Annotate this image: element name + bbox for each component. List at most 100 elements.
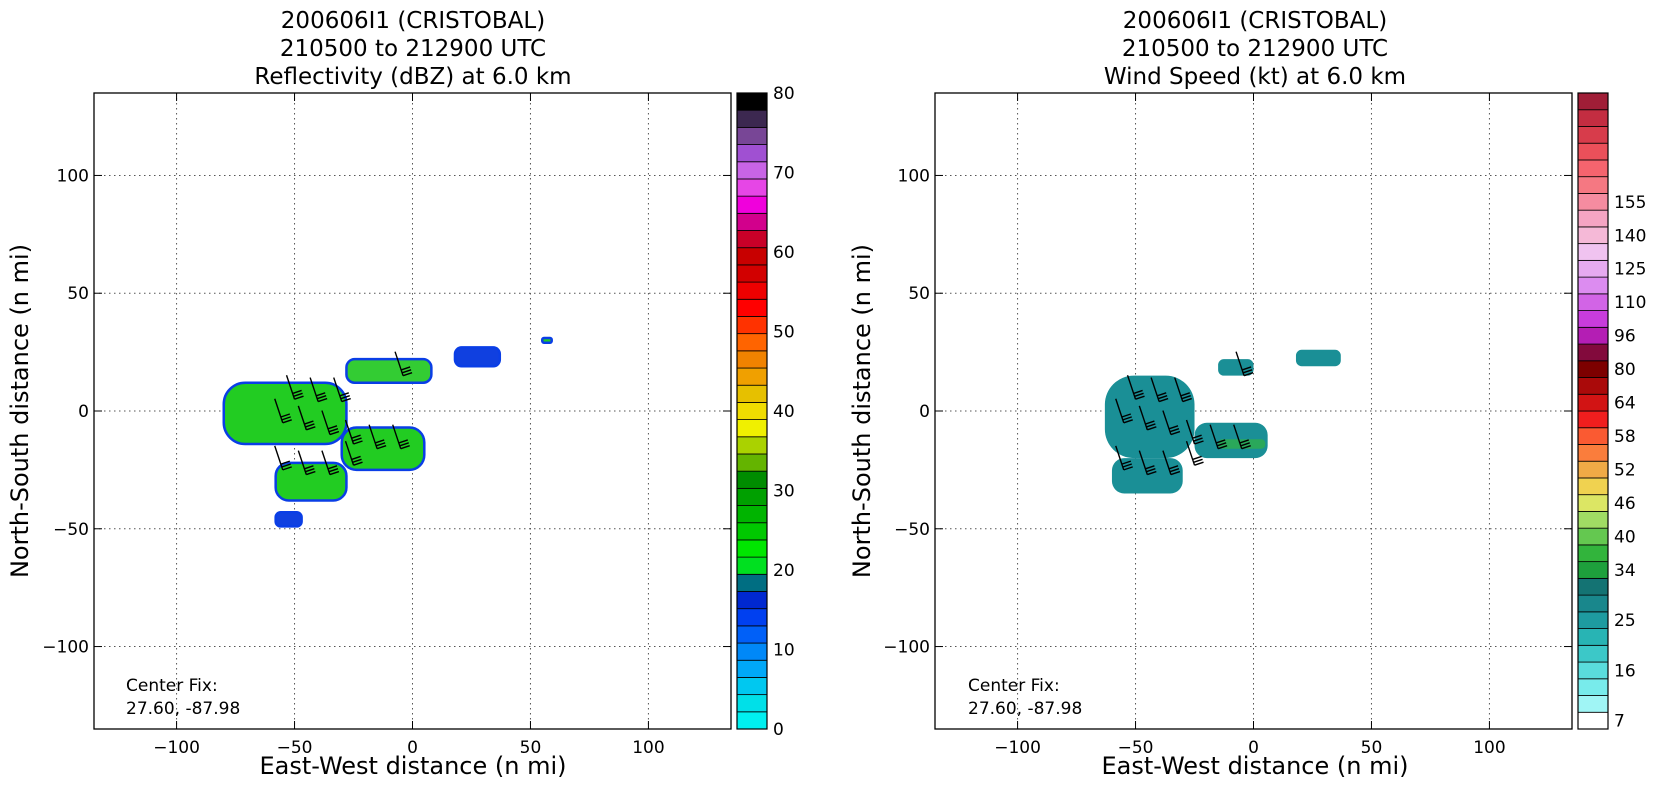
panel2-colorbar-swatch	[1577, 243, 1609, 261]
panel1-colorbar-swatch	[736, 573, 768, 592]
panel2-colorbar-swatch	[1577, 577, 1609, 596]
panel1-colorbar-swatch	[736, 711, 768, 730]
panel2-colorbar-swatch	[1577, 176, 1609, 194]
panel2-colorbar-swatch	[1577, 226, 1609, 245]
panel1-axis-ticks: −100 −50 0 50 100 −100 −50 0 50 100	[42, 93, 731, 758]
panel2-colorbar-swatch	[1577, 544, 1609, 563]
panel1-colorbar-tick-label: 70	[773, 164, 795, 184]
panel2-colorbar-tick-label: 155	[1614, 193, 1646, 213]
panel2-title-line-2: 210500 to 212900 UTC	[1122, 36, 1388, 62]
panel1-y-tick-label: 0	[78, 402, 89, 422]
panel2-colorbar-swatch	[1577, 460, 1609, 479]
panel2-colorbar-swatch	[1577, 193, 1609, 211]
panel1-reflectivity-echoes	[222, 336, 553, 528]
panel1-y-axis-label: North-South distance (n mi)	[6, 244, 34, 578]
panel2-colorbar-tick-label: 7	[1614, 712, 1625, 732]
panel2-colorbar-swatch	[1577, 444, 1609, 462]
panel2-colorbar-swatch	[1577, 92, 1609, 111]
panel2-colorbar-swatch	[1577, 561, 1609, 579]
panel1-colorbar-swatch	[736, 556, 768, 575]
panel2-wind-barb	[1162, 410, 1181, 436]
panel1-colorbar-swatch	[736, 436, 768, 455]
panel1-echo-region	[274, 511, 303, 528]
panel2-axis-ticks: −100 −50 0 50 100 −100 −50 0 50 100	[883, 93, 1572, 758]
panel2-gridlines	[935, 93, 1572, 729]
panel1-colorbar-tick-label: 30	[773, 482, 795, 502]
panel1-center-fix-value: 27.60, -87.98	[126, 699, 240, 719]
panel2-colorbar-tick-label: 64	[1614, 394, 1636, 414]
panel2-x-tick-label: 50	[1361, 738, 1383, 758]
panel1-colorbar-swatch	[736, 178, 768, 197]
panel2-y-tick-label: −100	[883, 638, 930, 658]
panel2-colorbar-swatch	[1577, 628, 1609, 646]
panel2-colorbar-swatch	[1577, 427, 1609, 445]
panel2-colorbar-tick-label: 80	[1614, 360, 1636, 380]
panel2-wind-barb	[1126, 375, 1145, 400]
panel1-colorbar-swatch	[736, 539, 768, 558]
panel1-x-tick-label: 100	[632, 738, 664, 758]
panel1-colorbar-swatch	[736, 659, 768, 678]
panel1-title-line-2: 210500 to 212900 UTC	[280, 36, 546, 62]
panel2-colorbar-swatch	[1577, 343, 1609, 362]
panel1-echo-region	[345, 357, 433, 384]
panel2-y-tick-label: 50	[908, 284, 930, 304]
panel2-wind-barbs	[1115, 351, 1254, 476]
panel1-wind-barb	[333, 377, 351, 403]
panel1-colorbar-swatch	[736, 316, 768, 335]
panel1-echo-region	[453, 346, 502, 368]
panel2-high-wind-core	[1218, 439, 1266, 449]
panel1-x-tick-label: −50	[277, 738, 313, 758]
panel1-colorbar-swatch	[736, 384, 768, 403]
panel2-colorbar-swatch	[1577, 678, 1609, 696]
panel2-wind-barb	[1174, 377, 1192, 403]
panel1-gridlines	[94, 93, 731, 729]
panel1-center-fix-label: Center Fix:	[126, 676, 218, 696]
panel1-wind-barb	[274, 445, 292, 471]
panel2-colorbar-swatch	[1577, 326, 1609, 345]
panel1-colorbar-swatch	[736, 677, 768, 696]
panel2-colorbar-swatch	[1577, 511, 1609, 529]
panel2-colorbar-tick-label: 34	[1614, 561, 1636, 581]
panel1-colorbar-swatch	[736, 453, 768, 472]
panel1-wind-barb	[344, 440, 363, 466]
panel2-colorbar: 7 16 25 34 40 46 52 58 64 80 96 110 125 140 155	[1577, 92, 1646, 732]
panel2-title-line-3: Wind Speed (kt) at 6.0 km	[1104, 64, 1406, 90]
panel1-colorbar-swatch	[736, 281, 768, 300]
reflectivity-panel: 200606I1 (CRISTOBAL) 210500 to 212900 UT…	[6, 8, 795, 780]
panel2-wind-barb	[1138, 405, 1157, 431]
panel1-wind-barb	[274, 398, 292, 424]
panel2-x-axis-label: East-West distance (n mi)	[1101, 752, 1408, 780]
panel2-x-tick-label: −50	[1118, 738, 1154, 758]
panel2-colorbar-swatch	[1577, 259, 1609, 278]
panel1-colorbar-tick-label: 60	[773, 243, 795, 263]
panel1-echo-region	[340, 426, 426, 472]
panel2-echo-region	[1111, 458, 1183, 494]
panel1-x-tick-label: 0	[407, 738, 418, 758]
panel1-wind-barb	[344, 419, 363, 445]
panel2-colorbar-swatch	[1577, 109, 1609, 127]
panel2-colorbar-tick-label: 58	[1614, 427, 1636, 447]
panel1-wind-barb	[394, 351, 413, 377]
panel2-x-tick-label: 0	[1248, 738, 1259, 758]
panel2-colorbar-swatch	[1577, 209, 1609, 228]
panel1-colorbar-tick-label: 20	[773, 561, 795, 581]
panel1-wind-barbs	[274, 351, 413, 476]
panel2-y-tick-label: 0	[919, 402, 930, 422]
panel1-colorbar-swatch	[736, 144, 768, 163]
panel2-wind-barb	[1115, 445, 1133, 471]
panel1-colorbar-swatch	[736, 333, 768, 352]
panel1-colorbar-swatch	[736, 522, 768, 541]
panel1-wind-barb	[285, 375, 304, 400]
panel2-x-tick-label: −100	[994, 738, 1041, 758]
panel2-colorbar-swatch	[1577, 494, 1609, 512]
panel2-echo-region	[1295, 349, 1341, 367]
panel2-colorbar-tick-label: 140	[1614, 226, 1646, 246]
panel1-title-line-1: 200606I1 (CRISTOBAL)	[281, 8, 545, 34]
panel1-colorbar-swatch	[736, 109, 768, 128]
panel1-colorbar-swatch	[736, 195, 768, 214]
panel1-colorbar-swatch	[736, 487, 768, 506]
panel1-colorbar-tick-label: 10	[773, 641, 795, 661]
panel2-center-fix-label: Center Fix:	[968, 676, 1060, 696]
panel1-colorbar-swatch	[736, 350, 768, 369]
